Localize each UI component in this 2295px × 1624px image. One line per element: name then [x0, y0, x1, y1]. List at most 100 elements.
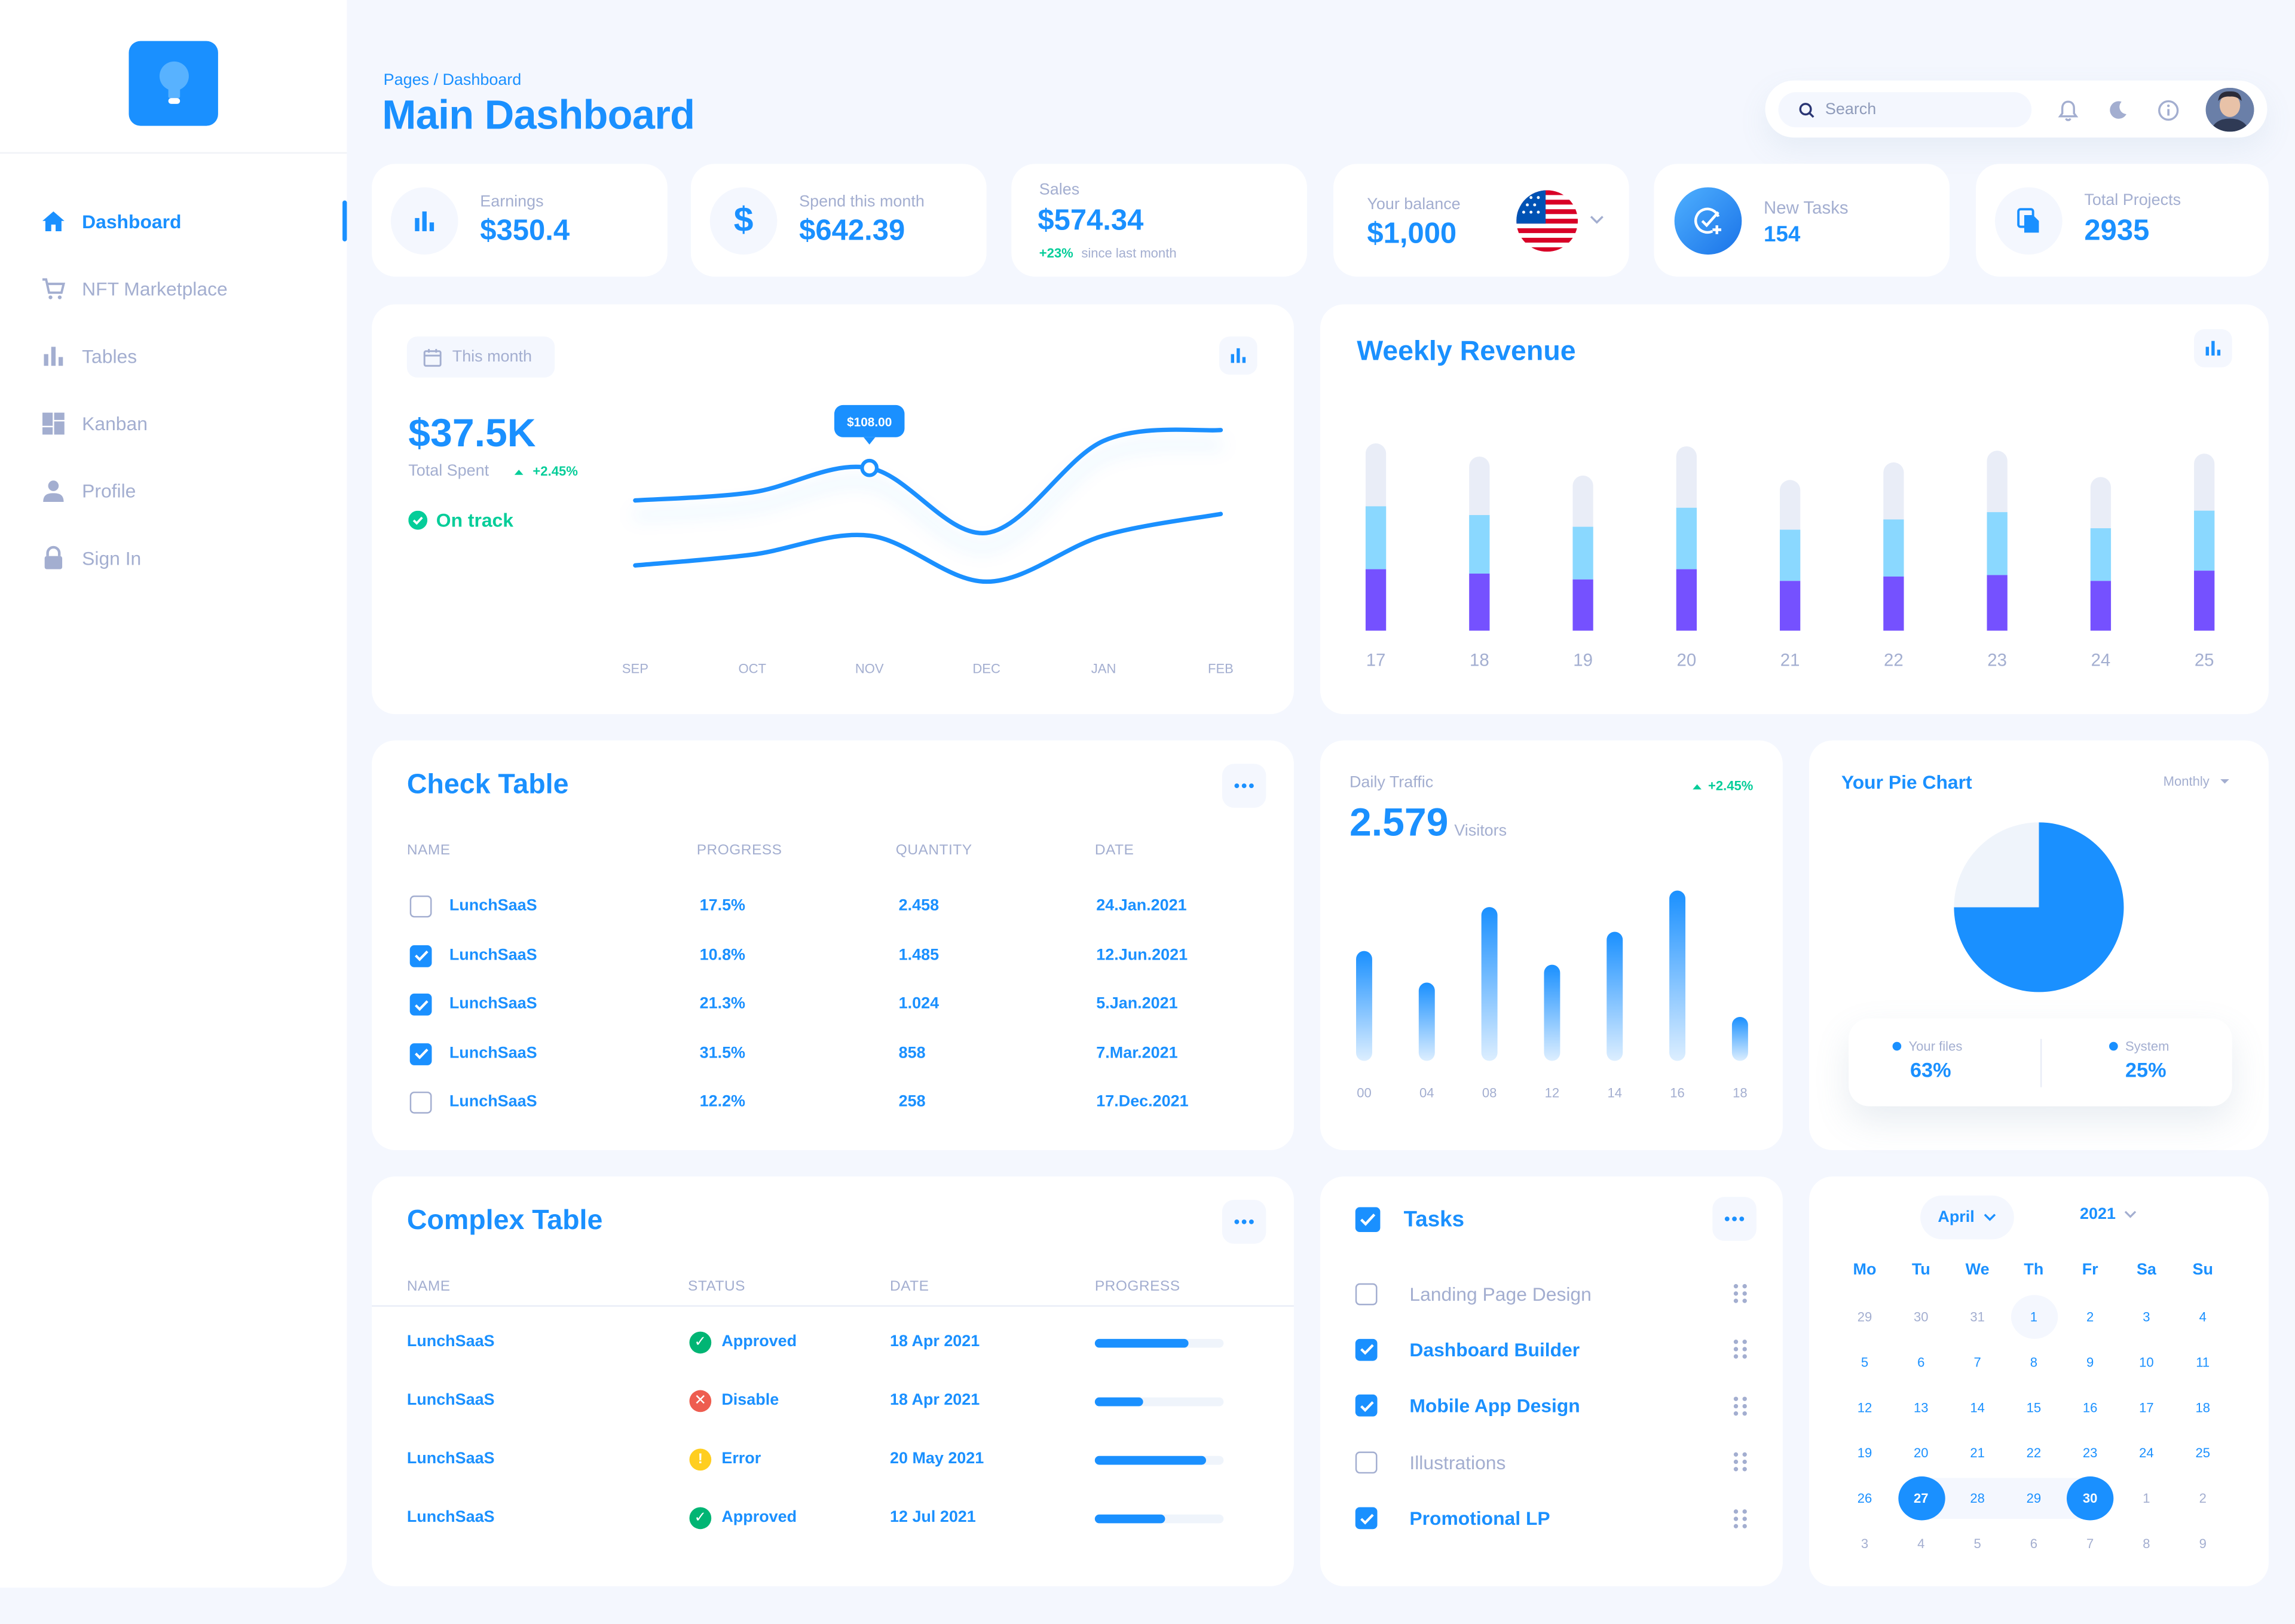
sidebar-item-sign-in[interactable]: Sign In [0, 524, 347, 592]
drag-handle-icon[interactable] [1733, 1396, 1748, 1416]
calendar-day[interactable]: 26 [1857, 1491, 1872, 1506]
chart-options-button[interactable] [1219, 336, 1257, 375]
sidebar-item-profile[interactable]: Profile [0, 456, 347, 524]
column-header[interactable]: QUANTITY [895, 842, 972, 859]
drag-handle-icon[interactable] [1733, 1283, 1748, 1304]
traffic-bar[interactable] [1731, 1016, 1748, 1061]
calendar-day[interactable]: 24 [2139, 1445, 2154, 1461]
column-header[interactable]: PROGRESS [696, 842, 782, 859]
more-options-button[interactable] [1222, 1200, 1266, 1244]
sidebar-item-dashboard[interactable]: Dashboard [0, 187, 347, 255]
calendar-day[interactable]: 5 [1861, 1355, 1869, 1370]
calendar-day[interactable]: 9 [2199, 1536, 2207, 1551]
info-icon[interactable] [2156, 98, 2179, 121]
traffic-bar[interactable] [1544, 964, 1560, 1061]
calendar-day[interactable]: 27 [1898, 1476, 1945, 1521]
calendar-day[interactable]: 1 [2143, 1491, 2150, 1506]
task-item[interactable]: Illustrations [1355, 1440, 1748, 1484]
calendar-day[interactable]: 8 [2030, 1355, 2038, 1370]
task-checkbox[interactable] [1355, 1451, 1378, 1473]
cell-name[interactable]: LunchSaaS [406, 1508, 495, 1527]
breadcrumb[interactable]: Pages / Dashboard [383, 72, 522, 90]
traffic-bar[interactable] [1355, 951, 1372, 1061]
stacked-bar[interactable] [2194, 454, 2215, 631]
calendar-day[interactable]: 15 [2026, 1400, 2042, 1415]
moon-icon[interactable] [2106, 98, 2129, 121]
stacked-bar[interactable] [1469, 456, 1490, 631]
sidebar-item-tables[interactable]: Tables [0, 322, 347, 390]
calendar-day[interactable]: 30 [1914, 1309, 1929, 1325]
calendar-day[interactable]: 19 [1857, 1445, 1872, 1461]
calendar-day[interactable]: 7 [1973, 1355, 1981, 1370]
bell-icon[interactable] [2057, 98, 2080, 121]
calendar-day[interactable]: 2 [2086, 1309, 2094, 1325]
sidebar-item-nft-marketplace[interactable]: NFT Marketplace [0, 255, 347, 322]
calendar-day[interactable]: 10 [2139, 1355, 2154, 1370]
calendar-day[interactable]: 16 [2082, 1400, 2098, 1415]
task-item[interactable]: Dashboard Builder [1355, 1328, 1748, 1371]
calendar-day[interactable]: 12 [1857, 1400, 1872, 1415]
task-item[interactable]: Landing Page Design [1355, 1271, 1748, 1315]
chart-options-button[interactable] [2194, 329, 2232, 367]
task-item[interactable]: Promotional LP [1355, 1496, 1748, 1540]
calendar-day[interactable]: 23 [2082, 1445, 2098, 1461]
cell-name[interactable]: LunchSaaS [406, 1450, 495, 1468]
stacked-bar[interactable] [1883, 462, 1904, 631]
column-header[interactable]: DATE [1094, 842, 1134, 859]
traffic-bar[interactable] [1606, 931, 1623, 1061]
column-header[interactable]: NAME [406, 842, 451, 859]
column-header[interactable]: DATE [889, 1279, 929, 1295]
calendar-day[interactable]: 29 [2026, 1491, 2042, 1506]
calendar-day[interactable]: 6 [2030, 1536, 2038, 1551]
calendar-day[interactable]: 3 [2143, 1309, 2150, 1325]
stacked-bar[interactable] [2090, 477, 2112, 631]
drag-handle-icon[interactable] [1733, 1340, 1748, 1360]
stacked-bar[interactable] [1676, 446, 1697, 631]
calendar-day[interactable]: 22 [2026, 1445, 2042, 1461]
avatar[interactable] [2205, 87, 2254, 132]
drag-handle-icon[interactable] [1733, 1508, 1748, 1528]
more-options-button[interactable] [1712, 1197, 1757, 1241]
traffic-bar[interactable] [1418, 982, 1435, 1061]
search-input[interactable] [1825, 100, 2016, 119]
row-checkbox[interactable] [409, 994, 432, 1016]
row-checkbox[interactable] [409, 1092, 432, 1114]
year-selector[interactable]: 2021 [2080, 1206, 2138, 1223]
tasks-master-checkbox[interactable] [1355, 1207, 1381, 1233]
stacked-bar[interactable] [1779, 480, 1801, 631]
task-checkbox[interactable] [1355, 1282, 1378, 1305]
column-header[interactable]: NAME [406, 1279, 451, 1295]
task-checkbox[interactable] [1355, 1507, 1378, 1530]
calendar-day[interactable]: 14 [1970, 1400, 1985, 1415]
stacked-bar[interactable] [1987, 451, 2008, 631]
us-flag-icon[interactable] [1516, 190, 1578, 252]
calendar-day[interactable]: 1 [2010, 1295, 2058, 1339]
calendar-day[interactable]: 20 [1914, 1445, 1929, 1461]
search-box[interactable] [1778, 92, 2032, 128]
calendar-day[interactable]: 13 [1914, 1400, 1929, 1415]
calendar-day[interactable]: 8 [2143, 1536, 2150, 1551]
chevron-down-icon[interactable] [1590, 214, 1604, 226]
calendar-day[interactable]: 4 [1917, 1536, 1925, 1551]
highlight-point[interactable] [860, 458, 879, 477]
task-checkbox[interactable] [1355, 1395, 1378, 1417]
pie-slice[interactable] [1954, 822, 2039, 908]
calendar-day[interactable]: 25 [2195, 1445, 2210, 1461]
period-dropdown[interactable]: Monthly [2164, 774, 2230, 789]
calendar-day[interactable]: 6 [1917, 1355, 1925, 1370]
logo[interactable] [128, 41, 218, 126]
calendar-day[interactable]: 5 [1973, 1536, 1981, 1551]
calendar-day[interactable]: 7 [2086, 1536, 2094, 1551]
row-checkbox[interactable] [409, 895, 432, 918]
row-checkbox[interactable] [409, 1043, 432, 1065]
calendar-day[interactable]: 11 [2196, 1355, 2210, 1370]
column-header[interactable]: PROGRESS [1094, 1279, 1180, 1295]
column-header[interactable]: STATUS [688, 1279, 745, 1295]
stacked-bar[interactable] [1365, 443, 1387, 631]
calendar-day[interactable]: 4 [2199, 1309, 2207, 1325]
calendar-day[interactable]: 31 [1970, 1309, 1985, 1325]
cell-name[interactable]: LunchSaaS [406, 1391, 495, 1409]
calendar-day[interactable]: 2 [2199, 1491, 2207, 1506]
traffic-bar[interactable] [1669, 890, 1686, 1061]
sidebar-item-kanban[interactable]: Kanban [0, 389, 347, 456]
